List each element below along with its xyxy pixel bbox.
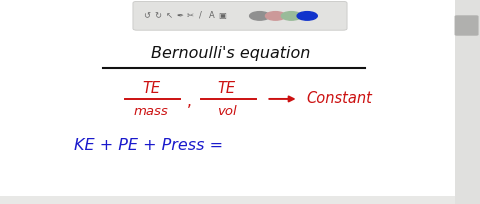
- Text: ↖: ↖: [166, 11, 172, 20]
- Text: ↻: ↻: [154, 11, 161, 20]
- Text: TE: TE: [217, 81, 236, 96]
- Circle shape: [297, 12, 317, 20]
- Text: mass: mass: [134, 105, 168, 118]
- Text: ↺: ↺: [143, 11, 150, 20]
- Text: A: A: [209, 11, 215, 20]
- Text: ✂: ✂: [187, 11, 194, 20]
- Text: ✒: ✒: [176, 11, 183, 20]
- Circle shape: [250, 12, 270, 20]
- Circle shape: [265, 12, 286, 20]
- Text: Bernoulli's equation: Bernoulli's equation: [151, 45, 310, 61]
- Text: Constant: Constant: [306, 91, 372, 106]
- FancyBboxPatch shape: [455, 15, 479, 36]
- Circle shape: [281, 12, 301, 20]
- Bar: [0, 196, 455, 204]
- FancyBboxPatch shape: [133, 1, 347, 30]
- Text: vol: vol: [217, 105, 236, 118]
- Text: TE: TE: [142, 81, 160, 96]
- Text: ▣: ▣: [218, 11, 226, 20]
- Bar: [455, 0, 480, 204]
- Text: ,: ,: [187, 94, 192, 110]
- Text: KE + PE + Press =: KE + PE + Press =: [74, 138, 223, 153]
- Text: /: /: [199, 11, 202, 20]
